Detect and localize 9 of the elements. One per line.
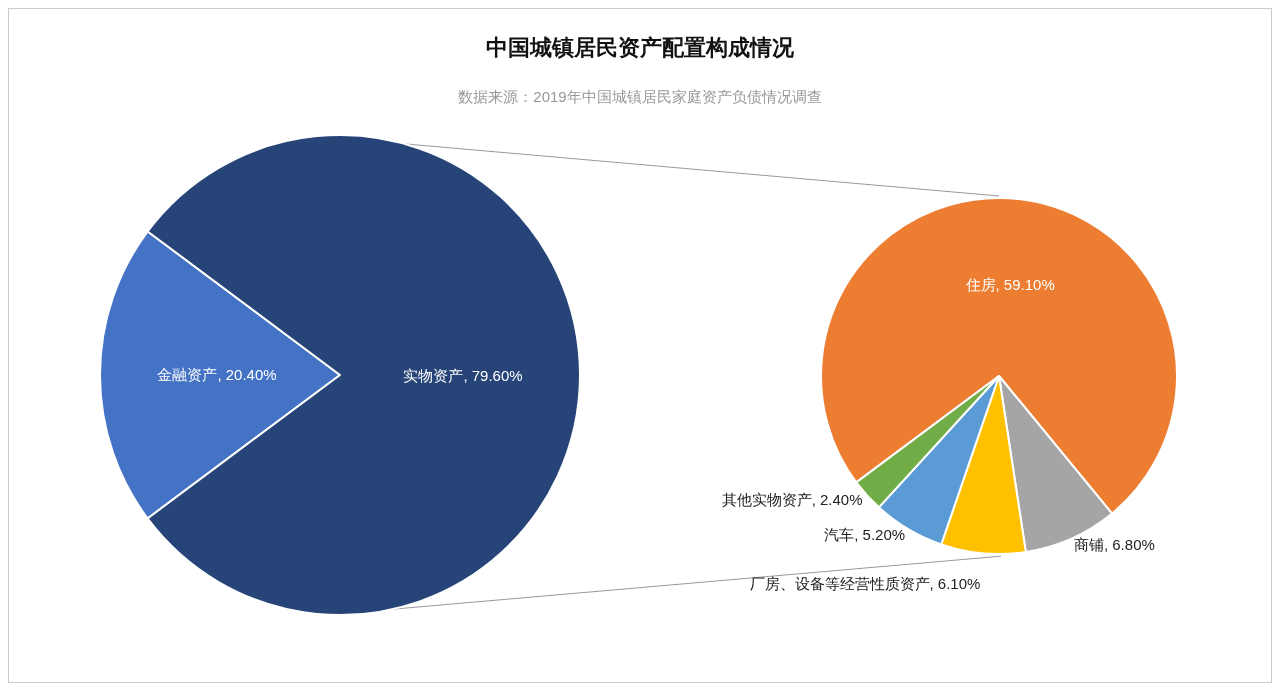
- slice-label: 金融资产, 20.40%: [157, 366, 277, 384]
- slice-label: 住房, 59.10%: [964, 276, 1055, 294]
- slice-label: 实物资产, 79.60%: [403, 366, 523, 384]
- slice-label: 汽车, 5.20%: [824, 525, 906, 543]
- text: 中国城镇居民资产配置构成情况: [486, 34, 795, 60]
- text: 数据来源：2019年中国城镇居民家庭资产负债情况调查: [458, 88, 822, 105]
- slice-label: 其他实物资产, 2.40%: [721, 490, 863, 508]
- slice-label: 商铺, 6.80%: [1073, 535, 1155, 553]
- slice-label: 厂房、设备等经营性质资产, 6.10%: [749, 574, 981, 592]
